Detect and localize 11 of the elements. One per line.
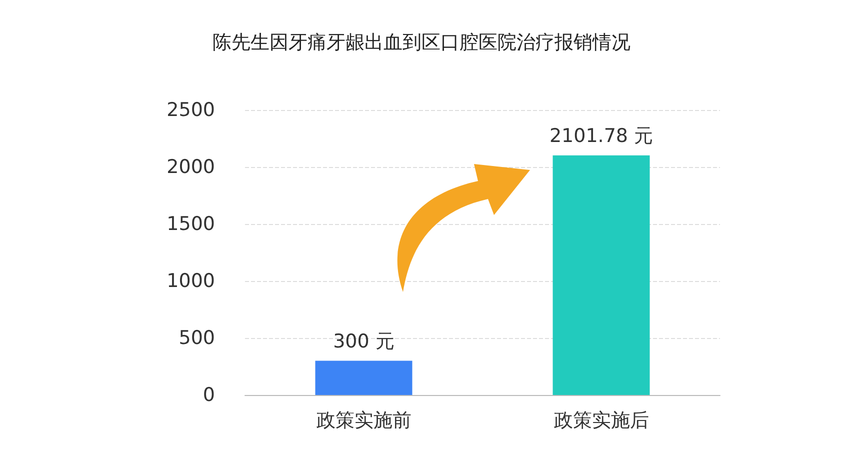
y-tick-label: 0 [202,384,215,406]
y-tick-label: 500 [178,327,215,349]
x-tick-label: 政策实施前 [316,410,412,432]
data-label: 300 元 [333,330,394,352]
data-label: 2101.78 元 [549,124,654,147]
x-tick-label: 政策实施后 [554,410,649,432]
y-tick-label: 2500 [166,99,215,121]
y-tick-label: 1500 [166,213,215,235]
y-tick-label: 1000 [166,270,215,292]
chart-title: 陈先生因牙痛牙龈出血到区口腔医院治疗报销情况 [212,32,630,54]
y-tick-label: 2000 [166,156,215,178]
